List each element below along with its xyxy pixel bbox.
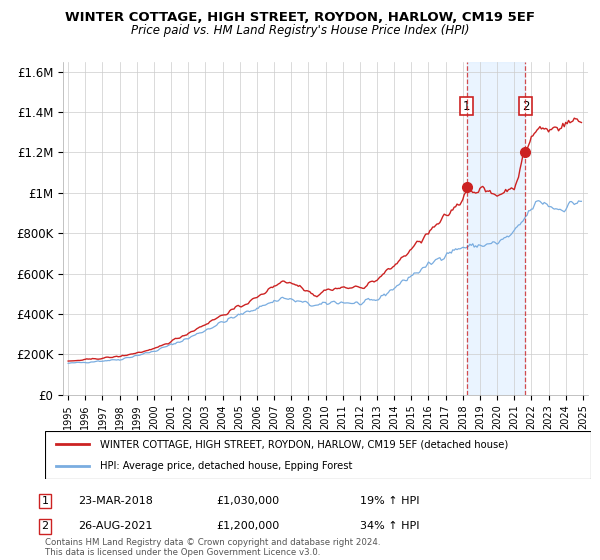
Text: WINTER COTTAGE, HIGH STREET, ROYDON, HARLOW, CM19 5EF: WINTER COTTAGE, HIGH STREET, ROYDON, HAR… [65, 11, 535, 24]
Text: £1,200,000: £1,200,000 [216, 521, 279, 531]
Text: 26-AUG-2021: 26-AUG-2021 [78, 521, 152, 531]
Text: 2: 2 [521, 100, 529, 113]
Text: WINTER COTTAGE, HIGH STREET, ROYDON, HARLOW, CM19 5EF (detached house): WINTER COTTAGE, HIGH STREET, ROYDON, HAR… [100, 439, 508, 449]
Bar [467, 62, 526, 395]
Text: 1: 1 [41, 496, 49, 506]
Text: Price paid vs. HM Land Registry's House Price Index (HPI): Price paid vs. HM Land Registry's House … [131, 24, 469, 36]
Text: 2: 2 [41, 521, 49, 531]
Text: Contains HM Land Registry data © Crown copyright and database right 2024.
This d: Contains HM Land Registry data © Crown c… [45, 538, 380, 557]
Text: £1,030,000: £1,030,000 [216, 496, 279, 506]
Text: 19% ↑ HPI: 19% ↑ HPI [360, 496, 419, 506]
Text: 34% ↑ HPI: 34% ↑ HPI [360, 521, 419, 531]
Text: 1: 1 [463, 100, 470, 113]
Text: 23-MAR-2018: 23-MAR-2018 [78, 496, 153, 506]
Text: HPI: Average price, detached house, Epping Forest: HPI: Average price, detached house, Eppi… [100, 461, 352, 471]
